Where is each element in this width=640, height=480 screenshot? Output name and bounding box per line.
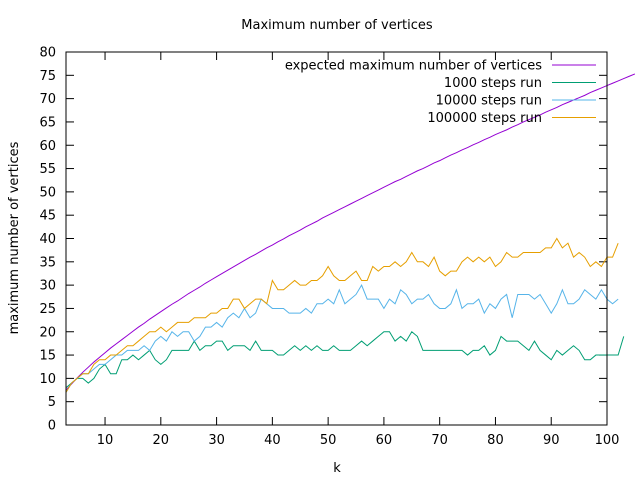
x-tick-label: 70 [431,433,448,448]
x-tick-label: 50 [320,433,337,448]
series-line-4 [65,237,619,393]
y-tick-label: 70 [39,92,56,107]
y-tick-label: 20 [39,325,56,340]
x-axis-label: k [333,461,341,476]
y-tick-label: 65 [39,115,56,130]
y-tick-label: 75 [39,69,56,84]
series-line-3 [65,284,619,393]
x-tick-label: 90 [543,433,560,448]
y-tick-label: 0 [48,419,56,434]
y-axis-label: maximum number of vertices [7,141,22,334]
legend-label-3: 10000 steps run [436,94,542,109]
series-line-1 [65,73,636,391]
series-layer [65,73,636,393]
y-tick-label: 30 [39,279,56,294]
series-line-2 [65,330,625,389]
legend-label-1: expected maximum number of vertices [285,59,542,74]
y-tick-label: 35 [39,255,56,270]
legend-label-4: 100000 steps run [427,111,542,126]
legend-label-2: 1000 steps run [444,76,542,91]
y-tick-label: 55 [39,162,56,177]
y-tick-label: 80 [39,46,56,61]
x-tick-label: 10 [97,433,114,448]
y-tick-label: 40 [39,232,56,247]
y-tick-label: 50 [39,185,56,200]
ticks-layer: 0 5 10 15 20 25 30 35 40 45 50 55 60 65 70 75 80 10 20 30 40… [39,46,619,449]
x-tick-label: 60 [376,433,393,448]
y-tick-label: 60 [39,139,56,154]
x-tick-label: 100 [595,433,620,448]
x-tick-label: 80 [487,433,504,448]
chart-title: Maximum number of vertices [241,18,433,33]
y-tick-label: 5 [48,395,56,410]
legend: expected maximum number of vertices 1000 … [285,59,596,126]
x-tick-label: 40 [264,433,281,448]
plot-frame [65,51,608,426]
x-tick-label: 20 [153,433,170,448]
y-tick-label: 45 [39,209,56,224]
y-tick-label: 25 [39,302,56,317]
y-tick-label: 15 [39,349,56,364]
y-tick-label: 10 [39,372,56,387]
x-tick-label: 30 [208,433,225,448]
